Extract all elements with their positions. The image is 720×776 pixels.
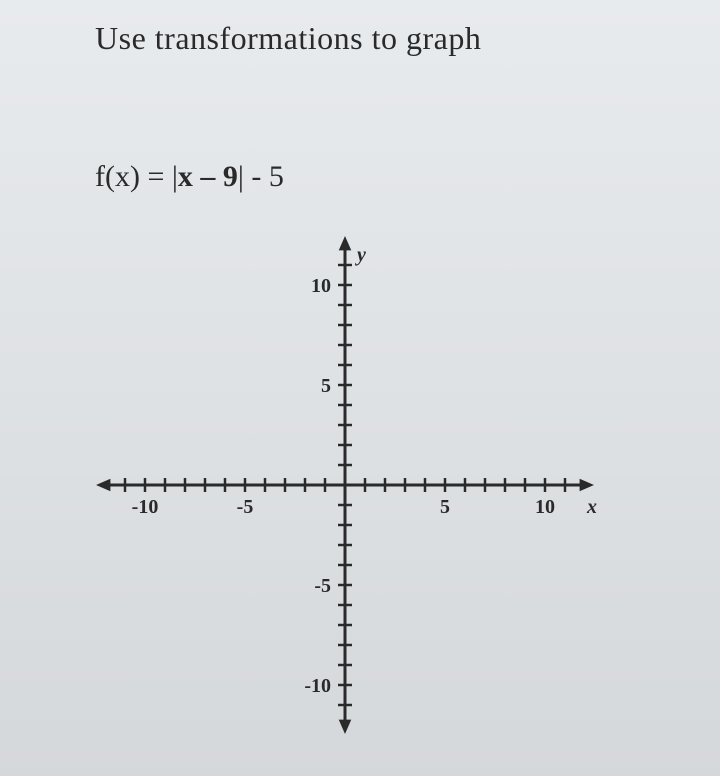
- function-equation: f(x) = |x – 9| - 5: [95, 160, 284, 194]
- axes-svg: -10 -5 5 10 -10 -5 5 10 x y: [85, 215, 615, 775]
- svg-text:-10: -10: [132, 496, 159, 518]
- svg-text:y: y: [355, 244, 366, 266]
- page: Use transformations to graph f(x) = |x –…: [0, 0, 720, 776]
- svg-text:10: 10: [311, 275, 331, 297]
- eq-fx: f(x) =: [95, 160, 172, 193]
- svg-text:-5: -5: [237, 496, 254, 518]
- instruction-title: Use transformations to graph: [95, 20, 481, 57]
- svg-text:x: x: [586, 496, 597, 518]
- svg-text:10: 10: [535, 496, 555, 518]
- svg-text:-5: -5: [314, 575, 331, 597]
- svg-text:5: 5: [321, 375, 331, 397]
- svg-text:-10: -10: [304, 675, 331, 697]
- coordinate-plane: -10 -5 5 10 -10 -5 5 10 x y: [85, 215, 615, 775]
- eq-tail: - 5: [244, 160, 284, 193]
- eq-inner: x – 9: [178, 160, 238, 193]
- svg-text:5: 5: [440, 496, 450, 518]
